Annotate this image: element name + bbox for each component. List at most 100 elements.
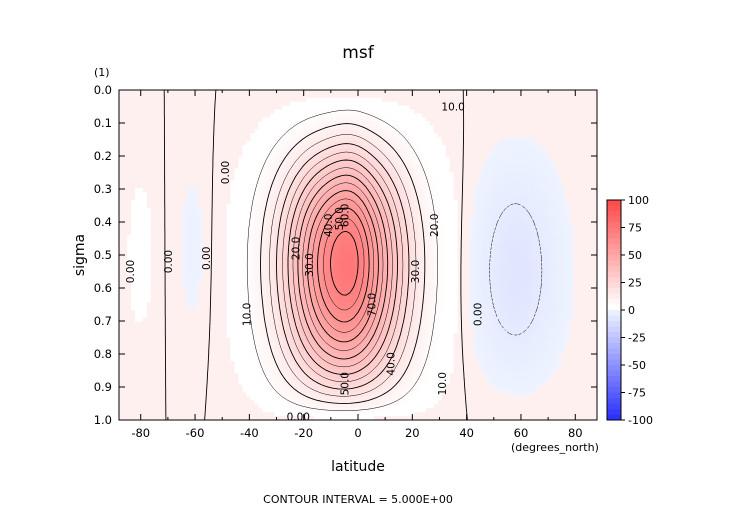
shade-cell [246, 90, 252, 95]
shade-cell [150, 219, 156, 225]
shade-cell [214, 137, 220, 142]
shade-cell [497, 184, 502, 189]
shade-cell [389, 156, 395, 162]
shade-cell [326, 101, 331, 107]
shade-cell [437, 168, 443, 174]
shade-cell [409, 172, 415, 178]
shade-cell [266, 97, 271, 103]
shade-cell [585, 109, 590, 115]
shade-cell [365, 196, 371, 201]
shade-cell [481, 247, 487, 252]
shade-cell [194, 109, 200, 115]
shade-cell [537, 180, 542, 185]
shade-cell [581, 109, 586, 115]
shade-cell [397, 172, 403, 178]
shade-cell [342, 203, 347, 209]
shade-cell [433, 129, 439, 134]
shade-cell [202, 196, 208, 201]
shade-cell [162, 180, 168, 185]
shade-cell [222, 231, 228, 236]
shade-cell [501, 113, 506, 119]
shade-cell [194, 243, 200, 248]
shade-cell [119, 176, 124, 181]
shade-cell [230, 196, 236, 201]
shade-cell [525, 247, 530, 252]
shade-cell [358, 207, 363, 213]
shade-cell [338, 148, 343, 154]
shade-cell [573, 219, 578, 225]
shade-cell [354, 129, 359, 134]
shade-cell [565, 160, 570, 166]
shade-cell [553, 203, 558, 209]
shade-cell [338, 207, 343, 213]
shade-cell [537, 227, 542, 233]
shade-cell [417, 148, 423, 154]
shade-cell [397, 215, 403, 221]
shade-cell [306, 227, 311, 233]
shade-cell [517, 180, 522, 185]
shade-cell [537, 168, 542, 174]
shade-cell [481, 93, 487, 99]
shade-cell [545, 219, 550, 225]
shade-cell [501, 215, 506, 221]
shade-cell [154, 125, 160, 130]
shade-cell [202, 109, 208, 115]
shade-cell [286, 215, 291, 221]
shade-cell [473, 207, 479, 213]
shade-cell [485, 180, 491, 185]
shade-cell [361, 176, 367, 181]
shade-cell [346, 148, 351, 154]
shade-cell [525, 113, 530, 119]
shade-cell [553, 239, 558, 244]
shade-cell [162, 125, 168, 130]
shade-cell [238, 172, 244, 178]
shade-cell [533, 125, 538, 130]
shade-cell [521, 141, 526, 146]
shade-cell [517, 156, 522, 162]
shade-cell [533, 141, 538, 146]
shade-cell [226, 235, 232, 240]
shade-cell [513, 133, 518, 138]
shade-cell [286, 164, 291, 170]
shade-cell [234, 176, 240, 181]
shade-cell [198, 93, 204, 99]
shade-cell [302, 141, 307, 146]
shade-cell [330, 101, 335, 107]
shade-cell [326, 207, 331, 213]
shade-cell [162, 145, 168, 150]
shade-cell [477, 192, 483, 197]
shade-cell [254, 141, 260, 146]
shade-cell [146, 105, 152, 111]
shade-cell [170, 156, 176, 162]
shade-cell [589, 145, 594, 150]
shade-cell [234, 90, 240, 95]
shade-cell [190, 192, 196, 197]
shade-cell [306, 90, 311, 95]
shade-cell [150, 160, 156, 166]
shade-cell [449, 90, 455, 95]
shade-cell [218, 188, 224, 193]
shade-cell [393, 172, 399, 178]
shade-cell [350, 156, 355, 162]
shade-cell [425, 192, 431, 197]
shade-cell [234, 121, 240, 126]
shade-cell [134, 133, 140, 138]
shade-cell [585, 247, 590, 252]
shade-cell [238, 160, 244, 166]
shade-cell [270, 129, 275, 134]
shade-cell [238, 188, 244, 193]
shade-cell [182, 235, 188, 240]
shade-cell [517, 243, 522, 248]
shade-cell [593, 184, 597, 189]
shade-cell [445, 239, 451, 244]
shade-cell [517, 125, 522, 130]
shade-cell [577, 168, 582, 174]
shade-cell [294, 207, 299, 213]
shade-cell [290, 223, 295, 229]
shade-cell [162, 101, 168, 107]
shade-cell [533, 148, 538, 154]
shade-cell [119, 152, 124, 158]
shade-cell [409, 243, 415, 248]
shade-cell [585, 121, 590, 126]
shade-cell [138, 156, 144, 162]
